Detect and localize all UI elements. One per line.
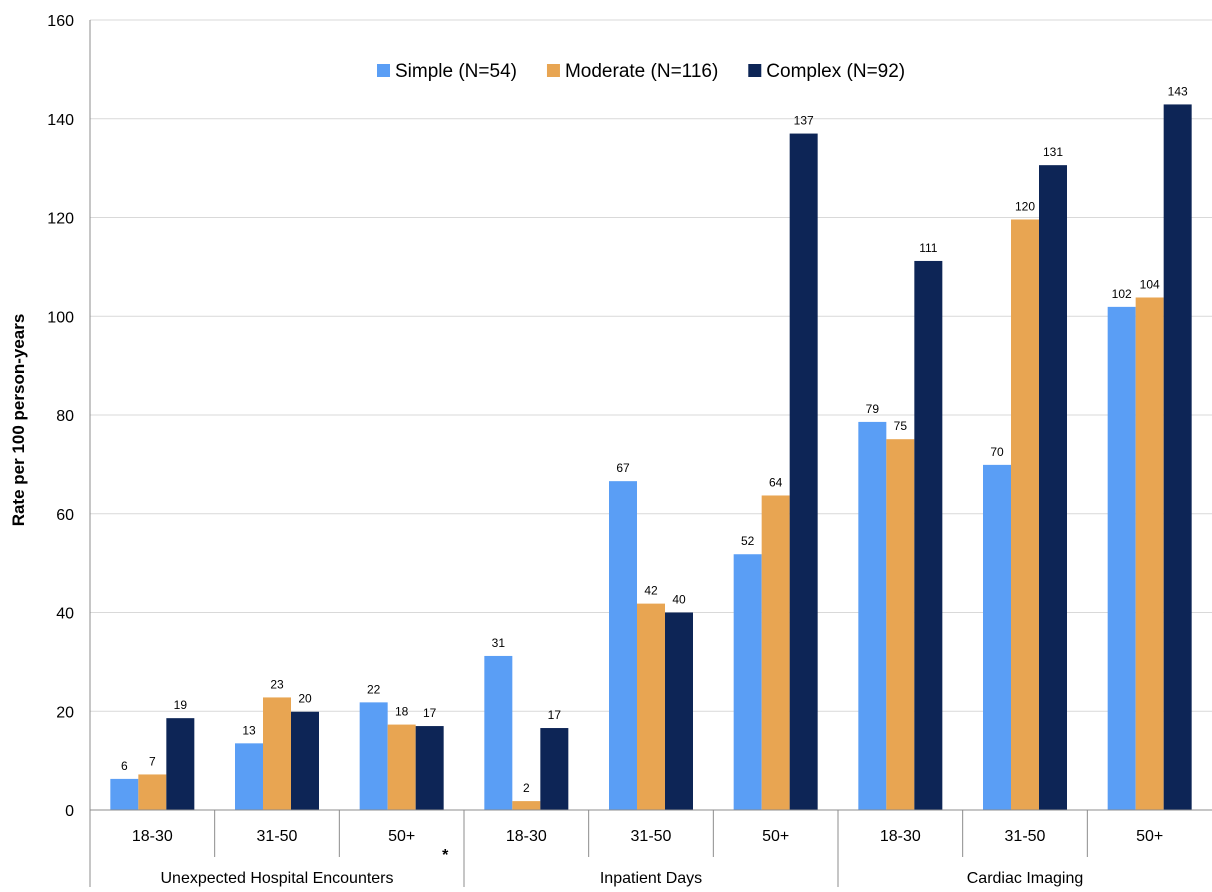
bar [110,778,139,810]
legend-label: Simple (N=54) [395,61,517,82]
bar [540,728,569,810]
data-label: 22 [367,682,381,696]
axes [89,20,1212,887]
data-label: 70 [990,445,1004,459]
x-tick-label: 31-50 [631,828,672,845]
legend-label: Complex (N=92) [766,61,905,82]
x-tick-label: 50+ [1136,828,1163,845]
bar [886,439,915,810]
group-label: Cardiac Imaging [967,870,1084,887]
bar [1039,165,1067,811]
footnote-marker: * [442,847,449,864]
y-tick-label: 120 [47,211,74,228]
y-tick-label: 140 [47,112,74,129]
legend-swatch [546,64,560,77]
bar [166,718,195,810]
data-label: 102 [1112,287,1132,301]
bar [609,481,637,810]
legend-swatch [748,64,762,77]
data-label: 20 [298,692,312,706]
group-label: Unexpected Hospital Encounters [160,870,393,887]
y-tick-label: 20 [56,704,74,721]
bar [733,554,762,810]
data-label: 64 [769,475,783,489]
bar [858,421,887,810]
gridlines [90,19,1212,712]
bar [235,743,263,810]
y-tick-label: 40 [56,606,74,623]
y-tick-label: 60 [56,507,74,524]
bar [291,711,319,810]
data-label: 42 [644,584,658,598]
bar [1107,306,1136,810]
bar [1135,297,1164,810]
x-tick-label: 18-30 [132,828,173,845]
data-label: 52 [741,534,755,548]
bar [263,697,291,810]
legend: Simple (N=54) Moderate (N=116) Complex (N=… [377,61,905,82]
data-label: 143 [1168,84,1188,98]
legend-swatch [377,64,390,77]
bar [983,464,1011,810]
x-tick-label: 31-50 [257,828,298,845]
bar [761,495,790,810]
bar [512,801,541,810]
data-label: 7 [149,754,156,768]
data-label: 137 [794,114,814,128]
data-label: 6 [121,759,128,773]
data-label: 17 [548,708,562,722]
data-label: 67 [616,461,630,475]
bar [138,774,167,810]
data-label: 131 [1043,145,1063,159]
bar [789,133,818,810]
data-label: 120 [1015,199,1035,213]
data-label: 79 [866,402,880,416]
data-label: 13 [242,723,256,737]
bar [914,260,943,810]
x-tick-label: 31-50 [1005,828,1046,845]
data-label: 17 [423,706,437,720]
bar [637,603,665,810]
bar [665,612,693,810]
group-label: Inpatient Days [600,870,702,887]
bar [387,724,416,810]
bars [110,104,1192,811]
legend-label: Moderate (N=116) [565,61,718,82]
x-tick-label: 50+ [388,828,415,845]
bar [415,726,444,810]
bar [484,655,513,810]
data-label: 31 [492,636,506,650]
data-label: 40 [672,593,686,607]
y-axis-title: Rate per 100 person-years [9,314,28,527]
x-tick-label: 18-30 [506,828,547,845]
y-tick-label: 160 [47,13,74,30]
data-label: 75 [894,419,908,433]
data-label: 23 [270,677,284,691]
data-label: 104 [1140,277,1160,291]
x-tick-label: 50+ [762,828,789,845]
labels: 0 20 40 60 80 100 120 140 160 6 13 22 31 67 52 79 70 102 7… [47,13,1188,887]
y-tick-label: 100 [47,309,74,326]
data-label: 111 [919,241,938,255]
bar [1163,104,1192,810]
bar [1011,219,1039,811]
x-tick-label: 18-30 [880,828,921,845]
y-tick-label: 0 [65,803,74,820]
data-label: 19 [174,698,188,712]
data-label: 2 [523,781,530,795]
y-tick-label: 80 [56,408,74,425]
bar [359,702,388,810]
data-label: 18 [395,705,409,719]
